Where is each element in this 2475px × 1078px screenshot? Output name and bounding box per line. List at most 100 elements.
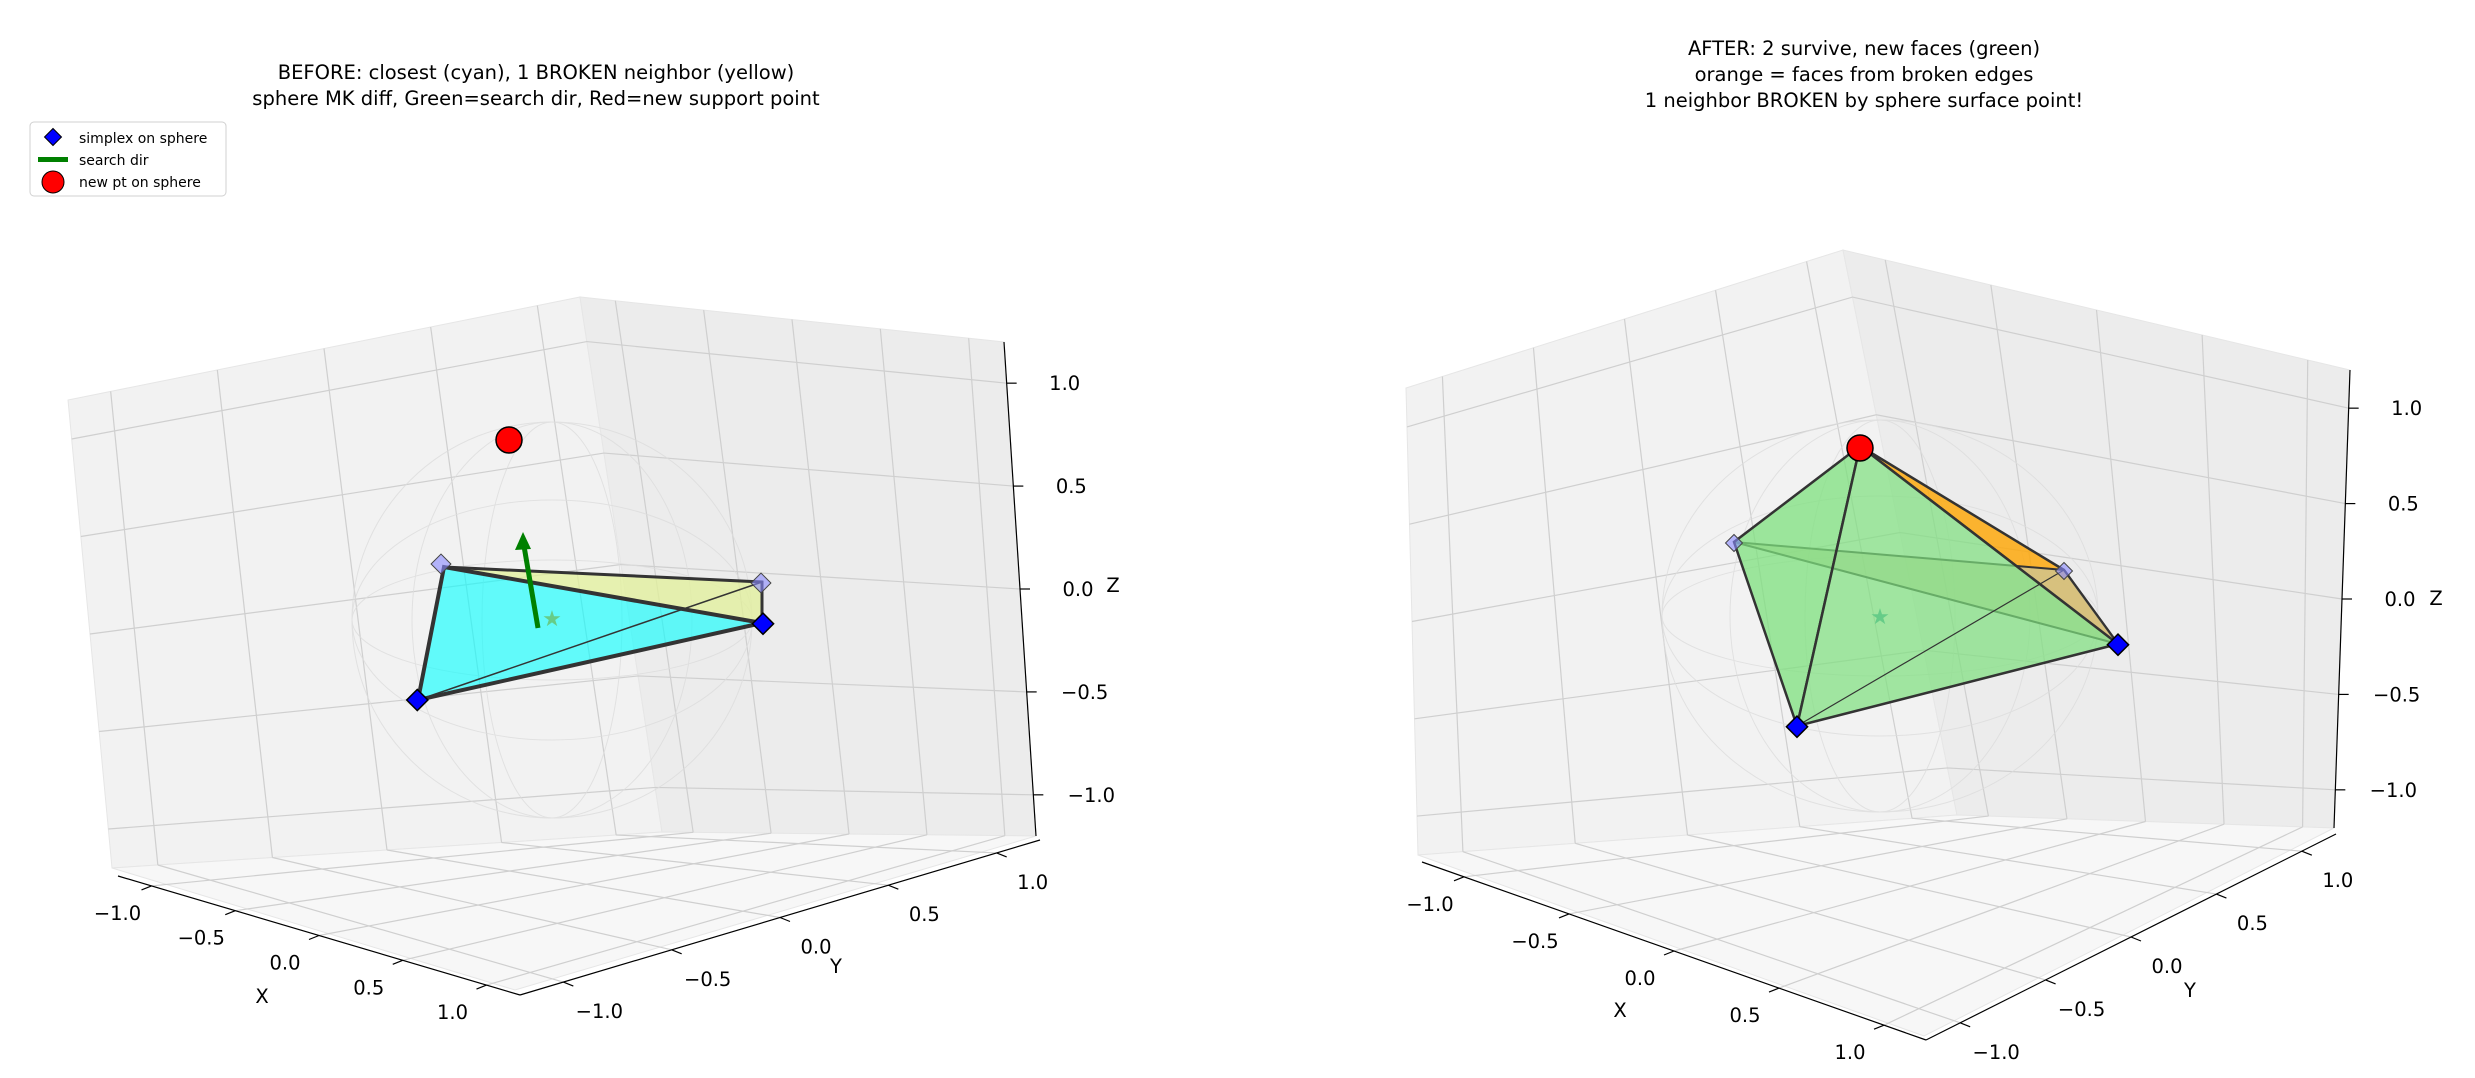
z-gridline — [1409, 414, 2346, 525]
y-gridline — [1799, 826, 2217, 895]
y-gridline — [1687, 834, 2132, 938]
x-tick-label: 0.5 — [353, 976, 384, 999]
right-title-line-2: orange = faces from broken edges — [1695, 63, 2034, 86]
z-gridline — [1416, 767, 2336, 817]
z-tick-label: 0.0 — [2384, 588, 2415, 611]
z-gridline — [80, 452, 1014, 538]
legend: simplex on sphere search dir new pt on s… — [29, 121, 227, 197]
y-tick — [563, 981, 574, 987]
y-gridline — [1462, 851, 1961, 1024]
left-x-axis-label: X — [255, 985, 268, 1008]
y-gridline — [616, 834, 997, 854]
y-tick-label: −1.0 — [1972, 1041, 2019, 1064]
x-tick-label: 0.5 — [1729, 1004, 1760, 1027]
x-tick-label: 0.0 — [269, 952, 300, 975]
x-tick-label: −1.0 — [94, 902, 141, 925]
x-tick — [1453, 876, 1465, 882]
left-title-line-1: BEFORE: closest (cyan), 1 BROKEN neighbo… — [278, 61, 795, 84]
z-gridline — [108, 786, 1034, 830]
y-tick-label: 0.0 — [2151, 955, 2182, 978]
x-tick-label: 1.0 — [1834, 1041, 1865, 1064]
left-simplex-point-d — [405, 688, 429, 712]
left-title-line-2: sphere MK diff, Green=search dir, Red=ne… — [252, 87, 820, 110]
right-subplot: AFTER: 2 survive, new faces (green) oran… — [1405, 37, 2443, 1064]
right-title-line-1: AFTER: 2 survive, new faces (green) — [1688, 37, 2040, 60]
y-tick — [2301, 850, 2313, 856]
z-tick-label: 0.5 — [2388, 493, 2419, 516]
legend-new-pt-icon — [41, 170, 65, 194]
right-x-axis-label: X — [1613, 999, 1626, 1022]
legend-box — [29, 121, 227, 197]
y-tick-label: −1.0 — [576, 1000, 623, 1023]
y-tick — [2045, 979, 2056, 985]
x-tick — [392, 959, 403, 965]
right-y-axis-label: Y — [2183, 979, 2196, 1002]
x-tick — [1768, 987, 1780, 993]
x-tick — [476, 984, 487, 990]
y-tick-label: −0.5 — [2058, 998, 2105, 1021]
z-gridline — [89, 563, 1021, 635]
x-tick — [1558, 913, 1570, 919]
y-tick-label: −0.5 — [684, 968, 731, 991]
right-z-axis-label: Z — [2429, 587, 2442, 610]
x-tick — [141, 885, 152, 891]
y-tick-label: 0.5 — [909, 903, 940, 926]
y-tick — [888, 884, 899, 890]
y-gridline — [501, 841, 889, 886]
right-simplex-point-d — [1785, 715, 1809, 739]
right-simplex-point-c — [2106, 633, 2130, 657]
x-gridline — [235, 832, 772, 912]
y-tick-label: 0.0 — [800, 936, 831, 959]
z-gridline — [71, 340, 1007, 440]
right-ticks: −1.0 −1.0 −1.0 −0.5 −0.5 −0.5 0.0 0.0 0.0 0.5 0.5 0… — [1406, 397, 2422, 1064]
left-origin-star-icon: ★ — [542, 607, 562, 632]
y-tick-label: 0.5 — [2237, 912, 2268, 935]
right-simplex-point-a — [1724, 533, 1744, 553]
new-face-2 — [1795, 443, 2121, 728]
y-tick — [671, 949, 682, 955]
closest-face — [415, 564, 763, 703]
z-tick-label: 1.0 — [1049, 372, 1080, 395]
legend-search-dir-icon — [38, 157, 68, 162]
right-simplex-point-b — [2054, 561, 2074, 581]
y-tick-label: 1.0 — [2322, 869, 2353, 892]
y-gridline — [157, 864, 564, 983]
x-gridline — [1568, 818, 2068, 915]
z-gridline — [99, 675, 1027, 733]
legend-entry-new-pt: new pt on sphere — [79, 175, 201, 191]
y-gridline — [1912, 817, 2302, 852]
search-dir-arrow — [521, 545, 541, 629]
y-tick-label: 1.0 — [1017, 871, 1048, 894]
z-tick-label: −1.0 — [1068, 784, 1115, 807]
x-gridline — [151, 831, 694, 887]
z-tick-label: 0.0 — [1062, 578, 1093, 601]
right-inner-edge — [1796, 569, 2065, 727]
legend-entry-search-dir: search dir — [79, 153, 149, 169]
z-tick-label: −1.0 — [2370, 779, 2417, 802]
x-gridline — [1778, 823, 2225, 989]
y-tick — [996, 852, 1007, 858]
y-gridline — [1575, 842, 2046, 981]
z-tick-label: −0.5 — [2373, 683, 2420, 706]
z-tick-label: −0.5 — [1061, 681, 1108, 704]
y-gridline — [272, 856, 672, 951]
legend-entry-simplex: simplex on sphere — [79, 131, 207, 147]
right-title-line-3: 1 neighbor BROKEN by sphere surface poin… — [1645, 89, 2083, 112]
z-tick-label: 0.5 — [1056, 475, 1087, 498]
x-tick — [225, 910, 236, 916]
left-z-axis-label: Z — [1106, 574, 1119, 597]
right-grid — [1406, 259, 2349, 1026]
x-tick-label: −0.5 — [1511, 930, 1558, 953]
x-tick — [1873, 1024, 1885, 1030]
x-gridline — [1883, 826, 2303, 1026]
left-grid — [71, 300, 1034, 986]
x-gridline — [1463, 815, 1989, 878]
right-pane-floor — [1417, 814, 2335, 1037]
x-tick-label: −0.5 — [178, 927, 225, 950]
x-tick-label: −1.0 — [1406, 893, 1453, 916]
search-dir-arrowhead — [515, 532, 531, 550]
right-new-support-point — [1846, 434, 1874, 462]
left-new-support-point — [495, 426, 523, 454]
left-simplex-point-b — [750, 572, 772, 594]
